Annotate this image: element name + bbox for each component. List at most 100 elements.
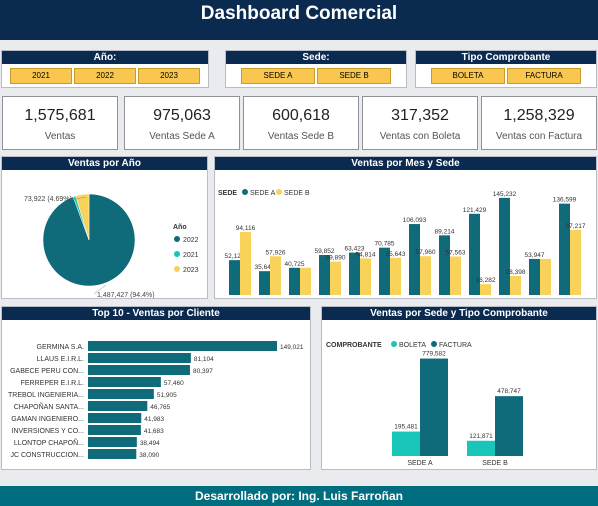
client-bar (88, 401, 148, 411)
slicer-option-2021[interactable]: 2021 (10, 68, 72, 84)
sede-legend-title: COMPROBANTE (326, 342, 382, 349)
month-bar (450, 256, 461, 295)
month-data-label: 28,398 (506, 269, 526, 276)
chart-ventas-mes-sede: Ventas por Mes y Sede SEDE SEDE A SEDE B 52… (214, 156, 597, 299)
month-bar (420, 256, 431, 295)
slicer-tipo-title: Tipo Comprobante (416, 51, 596, 64)
kpi-value: 317,352 (391, 107, 449, 124)
kpi-value: 975,063 (153, 107, 211, 124)
sede-data-label: 195,481 (394, 424, 418, 431)
slicer-option-boleta[interactable]: BOLETA (431, 68, 505, 84)
month-bar (559, 203, 570, 295)
slicer-option-sede-b[interactable]: SEDE B (317, 68, 391, 84)
slicer-option-2023[interactable]: 2023 (138, 68, 200, 84)
month-data-label: 52,120 (225, 253, 245, 260)
pie-label-2023: 73,922 (4.69%) (24, 196, 72, 203)
client-bar (88, 341, 277, 351)
client-data-label: 149,021 (280, 344, 304, 351)
slicer-option-factura[interactable]: FACTURA (507, 68, 581, 84)
sede-data-label: 121,871 (469, 433, 493, 440)
month-legend-title: SEDE (218, 190, 237, 197)
slicer-option-sede-a[interactable]: SEDE A (241, 68, 315, 84)
client-label: JC CONSTRUCCION... (11, 452, 85, 459)
sede-bar (495, 396, 523, 456)
month-data-label: 53,947 (525, 252, 545, 259)
client-label: GABECE PERU CON... (10, 368, 84, 375)
month-data-label: 16,282 (476, 277, 496, 284)
pie-legend-label: 2022 (183, 237, 199, 244)
pie-legend-marker (174, 266, 180, 272)
month-bar (270, 256, 281, 295)
client-label: LLONTOP CHAPOÑ... (14, 438, 84, 447)
sede-legend-marker (391, 341, 397, 347)
client-label: TREBOL INGENIERIA... (8, 392, 84, 399)
month-data-label: 89,214 (435, 228, 455, 235)
client-bar (88, 437, 137, 447)
month-bar (240, 232, 251, 295)
kpi-value: 1,258,329 (503, 107, 575, 124)
month-data-label: 57,960 (416, 249, 436, 256)
month-data-label: 40,725 (285, 261, 305, 268)
kpi-value: 600,618 (272, 107, 330, 124)
month-bar (499, 197, 510, 295)
client-data-label: 38,494 (140, 440, 160, 447)
pie-label-2022: 1,487,427 (94.4%) (97, 292, 155, 298)
month-bar (390, 257, 401, 295)
month-legend-label: SEDE A (250, 190, 276, 197)
month-data-label: 55,643 (386, 251, 406, 258)
slicer-option-2022[interactable]: 2022 (74, 68, 136, 84)
client-bar (88, 425, 141, 435)
month-legend-marker (242, 189, 248, 195)
sede-tick-label: SEDE B (482, 460, 508, 467)
monthly-bar-chart: SEDE SEDE A SEDE B 52,120 94,116 35,645 57,926… (218, 189, 586, 295)
pie-legend-label: 2021 (183, 252, 199, 259)
month-data-label: 136,599 (553, 197, 577, 204)
pie-legend-marker (174, 251, 180, 257)
chart-top10-clientes: Top 10 - Ventas por Cliente GERMINA S.A.… (1, 306, 311, 470)
chart-title: Top 10 - Ventas por Cliente (2, 307, 310, 320)
slicer-sede: Sede: SEDE A SEDE B (225, 50, 407, 88)
sede-bar (467, 440, 495, 456)
pie-legend-label: 2023 (183, 267, 199, 274)
client-data-label: 38,090 (139, 452, 159, 459)
kpi-label: Ventas (44, 131, 76, 142)
month-data-label: 59,852 (315, 248, 335, 255)
slicer-tipo: Tipo Comprobante BOLETA FACTURA (415, 50, 597, 88)
header-bar: Dashboard Comercial (0, 0, 598, 40)
client-data-label: 51,905 (157, 392, 177, 399)
client-bar (88, 365, 190, 375)
sede-legend-marker (431, 341, 437, 347)
kpi-label: Ventas con Boleta (379, 131, 461, 142)
client-bar (88, 413, 142, 423)
month-bar (480, 284, 491, 295)
client-label: CHAPOÑAN SANTA... (14, 402, 84, 411)
chart-title: Ventas por Sede y Tipo Comprobante (322, 307, 596, 320)
sede-tipo-bar-chart: COMPROBANTE BOLETA FACTURA 195,481 779,582 SE… (326, 341, 523, 467)
month-bar (300, 267, 311, 295)
month-data-label: 57,926 (266, 249, 286, 256)
month-data-label: 145,232 (493, 191, 517, 198)
pie-leader-2023 (70, 196, 87, 201)
client-data-label: 81,104 (194, 356, 214, 363)
chart-ventas-por-anio: Ventas por Año 73,922 (4.69%) 1,487,427 (… (1, 156, 208, 299)
kpi-label: Ventas Sede A (149, 131, 215, 142)
kpi-label: Ventas Sede B (267, 131, 335, 142)
month-bar (360, 258, 371, 295)
sede-legend-label: FACTURA (439, 342, 472, 349)
slicer-sede-title: Sede: (226, 51, 406, 64)
client-bar (88, 377, 161, 387)
dashboard-title: Dashboard Comercial (200, 3, 398, 24)
month-data-label: 54,814 (356, 251, 376, 258)
month-data-label: 97,217 (566, 223, 586, 230)
chart-title: Ventas por Mes y Sede (215, 157, 596, 170)
client-label: LLAUS E.I.R.L. (37, 356, 85, 363)
pie-legend-marker (174, 236, 180, 242)
kpi-ventas-boleta: 317,352 Ventas con Boleta (362, 96, 478, 150)
month-data-label: 63,423 (345, 246, 365, 253)
month-bar (510, 276, 521, 295)
kpi-ventas: 1,575,681 Ventas (2, 96, 118, 150)
month-bar (469, 213, 480, 295)
month-legend-label: SEDE B (284, 190, 310, 197)
month-bar (409, 224, 420, 295)
client-bar (88, 449, 137, 459)
